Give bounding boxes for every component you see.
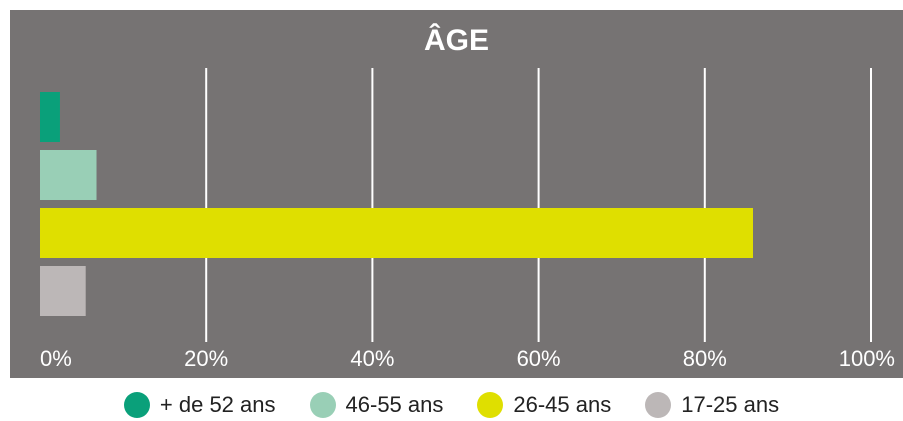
legend-swatch bbox=[123, 391, 150, 418]
legend-item: + de 52 ans bbox=[123, 391, 276, 418]
legend-label: 26-45 ans bbox=[513, 391, 612, 417]
chart-title: ÂGE bbox=[423, 24, 489, 57]
legend-swatch bbox=[645, 391, 672, 418]
chart-panel: ÂGE bbox=[10, 10, 903, 378]
grid-lines bbox=[205, 68, 872, 342]
legend-label: + de 52 ans bbox=[159, 391, 276, 417]
x-tick-label: 20% bbox=[184, 346, 228, 371]
x-tick-label: 60% bbox=[517, 346, 561, 371]
bar bbox=[40, 92, 60, 142]
x-tick-label: 40% bbox=[350, 346, 394, 371]
legend-swatch bbox=[477, 391, 504, 418]
legend-item: 46-55 ans bbox=[309, 391, 444, 418]
legend-label: 46-55 ans bbox=[345, 391, 444, 417]
x-tick-labels: 0% 20% 40% 60% 80% 100% bbox=[40, 346, 895, 371]
bar bbox=[40, 208, 753, 258]
bar bbox=[40, 266, 86, 316]
legend-swatch bbox=[309, 391, 336, 418]
bar bbox=[40, 150, 97, 200]
x-tick-label: 80% bbox=[683, 346, 727, 371]
x-tick-label: 100% bbox=[839, 346, 895, 371]
legend-item: 26-45 ans bbox=[477, 391, 612, 418]
legend: + de 52 ans 46-55 ans 26-45 ans 17-25 an… bbox=[0, 388, 903, 421]
bars bbox=[40, 92, 753, 316]
legend-item: 17-25 ans bbox=[645, 391, 780, 418]
legend-label: 17-25 ans bbox=[681, 391, 780, 417]
x-tick-label: 0% bbox=[40, 346, 72, 371]
